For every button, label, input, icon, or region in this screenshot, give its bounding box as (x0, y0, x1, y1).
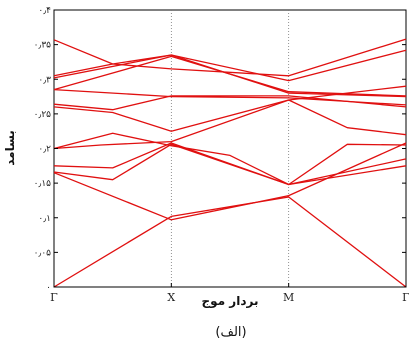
band-line-11 (53, 54, 407, 98)
band-line-6 (53, 99, 407, 150)
y-axis-title: بسامد (3, 130, 17, 166)
band-line-10 (53, 55, 407, 97)
y-tick-label-7: ۰٫۳۵ (34, 41, 52, 51)
y-tick-label-6: ۰٫۳ (38, 75, 51, 85)
band-line-5 (53, 132, 407, 186)
figure-caption: (الف) (215, 325, 246, 340)
x-tick-label-3: Γ (402, 291, 409, 304)
y-tick-label-4: ۰٫۲ (38, 145, 51, 155)
plot-frame (53, 9, 407, 288)
y-tick-label-5: ۰٫۲۵ (34, 110, 52, 120)
x-tick-label-1: X (167, 291, 175, 304)
y-tick-label-8: ۰٫۴ (38, 6, 51, 16)
y-tick-label-1: ۰٫۰۵ (34, 248, 52, 258)
y-tick-label-0: ۰ (46, 283, 51, 293)
x-tick-label-2: M (283, 291, 294, 304)
dispersion-curves (53, 38, 407, 288)
band-line-1 (53, 196, 407, 288)
band-line-13 (53, 38, 407, 77)
y-ticks: ۰ ۰٫۰۵ ۰٫۱ ۰٫۱۵ ۰٫۲ ۰٫۲۵ ۰٫۳ ۰٫۳۵ ۰٫۴ (34, 6, 406, 293)
band-line-8 (53, 95, 407, 111)
x-axis-title: بردار موج (202, 294, 259, 309)
grid-lines (170, 10, 290, 287)
band-line-2 (53, 142, 407, 221)
y-tick-label-3: ۰٫۱۵ (34, 179, 52, 189)
band-line-12 (53, 49, 407, 82)
band-line-3 (53, 143, 407, 186)
band-line-7 (53, 85, 407, 132)
band-line-4 (53, 142, 407, 186)
y-tick-label-2: ۰٫۱ (38, 214, 51, 224)
x-tick-label-0: Γ (50, 291, 58, 304)
band-line-9 (53, 88, 407, 106)
